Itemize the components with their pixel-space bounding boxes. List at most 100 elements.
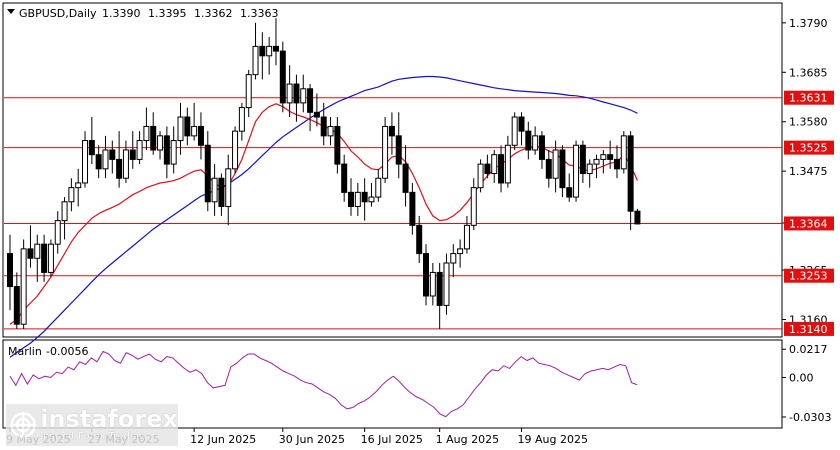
- indicator-tick-label: -0.0303: [789, 411, 831, 424]
- level-label: 1.3253: [789, 270, 828, 283]
- candle-body-bear: [634, 210, 641, 225]
- candle-body-bull: [177, 116, 184, 142]
- candle-body-bull: [232, 130, 239, 170]
- candle-body-bull: [327, 125, 334, 137]
- candle-body-bull: [61, 201, 68, 222]
- candle-body-bull: [75, 182, 82, 189]
- candle-body-bear: [348, 191, 354, 207]
- candlesticks: [7, 18, 641, 329]
- candle-body-bear: [259, 45, 266, 57]
- candle-body-bear: [27, 248, 34, 259]
- instaforex-logo-icon: [10, 412, 36, 438]
- collapse-triangle-icon[interactable]: [7, 9, 15, 14]
- candle-body-bull: [211, 177, 218, 203]
- level-badge: [784, 321, 834, 336]
- candle-body-bear: [218, 177, 225, 207]
- candle-body-bull: [68, 187, 75, 203]
- candle-body-bear: [402, 163, 409, 193]
- indicator-tick-label: 0.0217: [789, 343, 828, 356]
- candle-body-bull: [491, 154, 498, 175]
- marlin-path: [9, 350, 638, 418]
- indicator-name: Marlin: [8, 345, 42, 358]
- candle-body-bull: [82, 140, 89, 184]
- candle-body-bull: [143, 125, 150, 142]
- level-label: 1.3140: [789, 323, 828, 336]
- candle-body-bear: [184, 116, 191, 137]
- watermark: instaforex Instant Forex Trading: [6, 404, 178, 446]
- candle-body-bull: [532, 135, 539, 151]
- candle-body-bull: [238, 107, 245, 132]
- candle-body-bull: [375, 177, 382, 198]
- candle-body-bull: [102, 149, 109, 170]
- candle-body-bear: [388, 125, 395, 137]
- candle-body-bear: [13, 286, 20, 325]
- date-tick-label: 19 Aug 2025: [518, 433, 588, 446]
- candle-body-bear: [109, 149, 116, 160]
- candle-body-bear: [361, 191, 368, 203]
- price-tick-label: 1.3790: [789, 17, 828, 30]
- candle-body-bull: [620, 135, 627, 170]
- candle-body-bear: [538, 135, 545, 160]
- header-symbol: GBPUSD,Daily: [19, 7, 97, 20]
- candle-body-bear: [409, 191, 416, 226]
- candle-body-bear: [163, 135, 170, 165]
- indicator-tick-label: 0.00: [789, 371, 814, 384]
- candle-body-bear: [566, 187, 573, 198]
- candle-body-bull: [552, 149, 559, 179]
- candle-body-bear: [613, 158, 620, 170]
- indicator-axis: 0.0217 0.00 -0.0303: [782, 343, 831, 424]
- candle-body-bull: [300, 88, 307, 104]
- candle-body-bear: [88, 140, 95, 156]
- level-badge: [784, 268, 834, 283]
- candle-body-bull: [170, 140, 177, 165]
- header-close: 1.3363: [240, 7, 279, 20]
- candle-body-bear: [579, 144, 586, 175]
- candle-body-bull: [443, 262, 450, 306]
- candle-body-bear: [559, 149, 566, 189]
- price-tick-label: 1.3475: [789, 165, 828, 178]
- candle-body-bull: [47, 243, 54, 273]
- price-tick-label: 1.3685: [789, 66, 828, 79]
- level-badge: [784, 140, 834, 155]
- header-low: 1.3362: [194, 7, 233, 20]
- candle-body-bull: [600, 154, 607, 160]
- marlin-line: [9, 350, 638, 418]
- date-tick-label: 12 Jun 2025: [190, 433, 256, 446]
- candle-body-bull: [191, 125, 198, 137]
- level-badge: [784, 90, 834, 105]
- candle-body-bear: [95, 154, 102, 170]
- candle-body-bull: [252, 45, 259, 76]
- date-tick-label: 30 Jun 2025: [279, 433, 345, 446]
- price-tick-label: 1.3580: [789, 116, 828, 129]
- candle-body-bull: [20, 248, 27, 325]
- candle-body-bull: [457, 248, 464, 255]
- candle-body-bear: [627, 135, 634, 212]
- candle-body-bull: [354, 191, 361, 207]
- candle-body-bull: [573, 144, 580, 198]
- candle-body-bear: [279, 50, 286, 104]
- candle-body-bear: [416, 224, 423, 255]
- candle-body-bear: [334, 125, 341, 165]
- candle-body-bear: [341, 163, 348, 193]
- candle-body-bear: [525, 130, 532, 151]
- watermark-brand: instaforex: [40, 405, 178, 433]
- candle-body-bear: [116, 158, 123, 179]
- candle-body-bull: [122, 149, 129, 179]
- header-open: 1.3390: [102, 7, 141, 20]
- date-tick-label: 16 Jul 2025: [361, 433, 423, 446]
- candle-body-bear: [545, 158, 552, 179]
- horizontal-levels: 1.3631 1.3525 1.3364 1.3253 1.3140: [4, 90, 834, 336]
- candle-body-bear: [272, 45, 279, 52]
- candle-body-bear: [150, 125, 157, 151]
- candle-body-bear: [395, 135, 402, 165]
- candle-body-bull: [463, 224, 470, 250]
- candle-body-bull: [54, 220, 61, 245]
- candle-body-bear: [498, 154, 505, 184]
- candle-body-bear: [436, 271, 443, 306]
- candle-body-bull: [382, 125, 389, 179]
- candle-body-bear: [129, 149, 136, 160]
- candle-body-bull: [266, 45, 273, 57]
- watermark-tagline: Instant Forex Trading: [40, 431, 146, 442]
- header-high: 1.3395: [148, 7, 187, 20]
